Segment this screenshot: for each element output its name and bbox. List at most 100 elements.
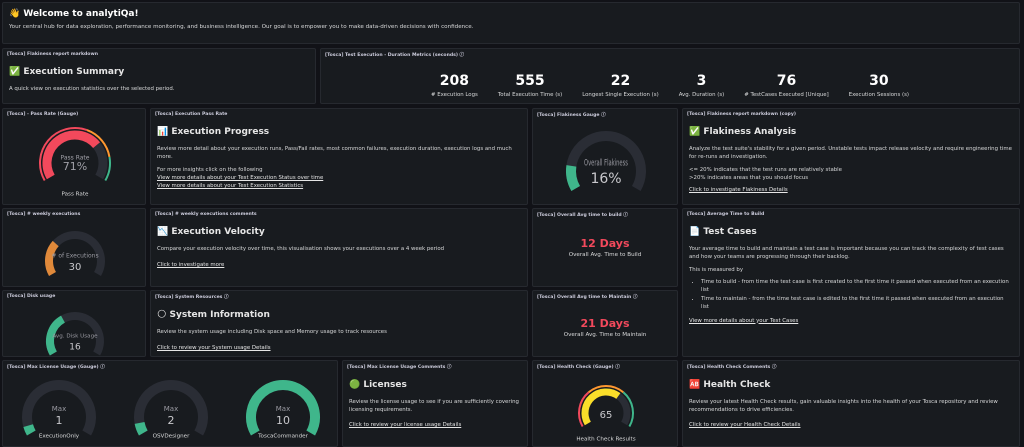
avg-maintain-panel: [Tosca] Overall Avg time to Maintain ⓘ 2… [532, 290, 678, 357]
heading: 📊 Execution Progress [157, 127, 270, 137]
stat: 208 # Execution Logs [421, 73, 488, 98]
panel-title: [Tosca] Flakiness report markdown (copy) [687, 112, 796, 117]
gauge-value: 16% [590, 171, 621, 187]
panel-title: [Tosca] Test Execution - Duration Metric… [325, 53, 465, 58]
text: Review your latest Health Check results,… [689, 398, 998, 414]
heading: 🆎 Health Check [689, 380, 771, 390]
threshold [578, 391, 590, 427]
link[interactable]: Click to review your license usage Detai… [349, 421, 462, 428]
link[interactable]: View more details about your Test Execut… [157, 175, 324, 182]
welcome-panel: 👋 Welcome to analytiQa! Your central hub… [2, 2, 1020, 44]
heading: 📄 Test Cases [689, 227, 757, 237]
flakiness-gauge-panel: [Tosca] Flakiness Gauge ⓘ Overall Flakin… [532, 108, 678, 205]
gauge-fill [23, 424, 36, 436]
bullet: Time to build - from time the test case … [701, 278, 1013, 295]
gauge: Max1ExecutionOnlyMax2OSVDesignerMax10Tos… [22, 380, 320, 440]
link[interactable]: View more details about your Test Cases [689, 317, 799, 324]
gauge-title: Avg. Disk Usage [52, 334, 98, 340]
panel-title: [Tosca] Max License Usage Comments ⓘ [347, 365, 452, 370]
panel-title: [Tosca] Overall Avg time to build ⓘ [537, 213, 628, 218]
flakiness-analysis-panel: [Tosca] Flakiness report markdown (copy)… [682, 108, 1020, 205]
gauge-fill [46, 315, 66, 356]
text: Your average time to build and maintain … [689, 245, 1004, 261]
weekly-executions-panel: [Tosca] # weekly executions # of Executi… [2, 208, 146, 287]
gauge-caption: OSVDesigner [153, 434, 191, 440]
stat-caption: Overall Avg. Time to Build [568, 252, 642, 258]
stat-value: 12 Days [580, 237, 630, 250]
avg-build-panel: [Tosca] Overall Avg time to build ⓘ 12 D… [532, 208, 678, 287]
gauge-caption: ToscaCommander [257, 434, 308, 440]
text: Review the license usage to see if you a… [349, 398, 519, 414]
panel-title: [Tosca] Max License Usage (Gauge) ⓘ [7, 365, 105, 370]
text: Review more detail about your execution … [157, 145, 512, 161]
stat-value: 21 Days [580, 317, 630, 330]
gauge-fill [42, 130, 101, 180]
gauge-title: Max [164, 405, 178, 413]
gauge-value: 10 [276, 414, 290, 427]
gauge: Overall Flakiness 16% [566, 131, 646, 191]
gauge: 65 Health Check Results [576, 385, 636, 443]
text: A quick view on execution statistics ove… [9, 85, 175, 92]
heading: 📉 Execution Velocity [157, 227, 265, 237]
gauge: Avg. Disk Usage 16 [46, 312, 104, 356]
stat-label: # TestCases Executed [Unique] [744, 92, 829, 98]
bullet: Time to maintain - from the time test ca… [701, 295, 1013, 312]
stat-value: 30 [869, 73, 889, 89]
stat-label: Total Execution Time (s) [497, 92, 563, 98]
stat-label: Longest Single Execution (s) [582, 92, 659, 98]
gauge-track [134, 380, 208, 436]
threshold [39, 127, 88, 181]
link[interactable]: Click to review your System usage Detail… [157, 345, 271, 352]
link[interactable]: Click to review your Health Check Detail… [689, 421, 801, 428]
licenses-panel: [Tosca] Max License Usage Comments ⓘ 🟢 L… [342, 360, 528, 447]
heading: ✅ Execution Summary [9, 67, 125, 77]
gauge-value: 16 [69, 343, 81, 353]
note: >20% indicates areas that you should foc… [689, 175, 809, 182]
license-gauges-panel: [Tosca] Max License Usage (Gauge) ⓘ Max 1… [2, 360, 338, 447]
heading: ✅ Flakiness Analysis [689, 127, 797, 137]
stats: 208 # Execution Logs 555 Total Execution Ti… [321, 73, 1019, 98]
gauge-fill [581, 388, 621, 426]
stat-value: 22 [610, 73, 631, 89]
stat: 76 # TestCases Executed [Unique] [734, 73, 838, 98]
panel-title: [Tosca] Disk usage [7, 294, 56, 299]
gauge-caption: ExecutionOnly [39, 434, 80, 440]
panel-title: [Tosca] # weekly executions comments [155, 212, 257, 217]
link[interactable]: Click to investigate more [157, 262, 225, 269]
link[interactable]: View more details about your Test Execut… [157, 183, 304, 190]
stat-caption: Overall Avg. Time to Maintain [563, 332, 647, 338]
stat-label: # Execution Logs [430, 92, 478, 98]
test-cases-panel: [Tosca] Average Time to Build 📄 Test Cas… [682, 208, 1020, 357]
panel-title: [Tosca] Flakiness report markdown [7, 52, 98, 57]
panel-title: [Tosca] Health Check (Gauge) ⓘ [537, 365, 620, 370]
gauge-value: 2 [168, 414, 175, 427]
gauge-fill [134, 421, 148, 436]
gauge-fill [246, 380, 320, 436]
threshold [622, 391, 634, 427]
stat-label: Avg. Duration (s) [678, 92, 725, 98]
system-information-panel: [Tosca] System Resources ⓘ 🌕 System Info… [150, 290, 528, 357]
gauge-title: Pass Rate [61, 155, 90, 162]
panel-title: [Tosca] System Resources ⓘ [155, 295, 229, 300]
welcome-subtitle: Your central hub for data exploration, p… [9, 24, 474, 30]
link[interactable]: Click to investigate Flakiness Details [689, 187, 788, 194]
disk-usage-panel: [Tosca] Disk usage Avg. Disk Usage 16 [2, 290, 146, 357]
health-check-panel: [Tosca] Health Check Comments ⓘ 🆎 Health… [682, 360, 1020, 447]
threshold [104, 156, 111, 181]
stat-value: 76 [776, 73, 797, 89]
panel-title: [Tosca] Flakiness Gauge ⓘ [537, 113, 606, 118]
gauge: # of Executions 30 [45, 231, 105, 276]
links-intro: For more insights click on the following [157, 166, 263, 173]
gauge-value: 71% [63, 160, 87, 173]
execution-progress-panel: [Tosca] Execution Pass Rate 📊 Execution … [150, 108, 528, 205]
note: <= 20% indicates that the test runs are … [689, 166, 842, 173]
gauge-title: Max [276, 405, 290, 413]
stat-value: 555 [515, 73, 545, 89]
threshold [86, 129, 111, 158]
gauge-value: 65 [600, 410, 613, 421]
gauge-caption: Pass Rate [62, 192, 90, 198]
welcome-title: 👋 Welcome to analytiQa! [9, 9, 139, 19]
stat: 3 Avg. Duration (s) [669, 73, 735, 98]
text: Compare your execution velocity over tim… [157, 245, 445, 252]
execution-summary-panel: [Tosca] Flakiness report markdown ✅ Exec… [2, 48, 316, 104]
